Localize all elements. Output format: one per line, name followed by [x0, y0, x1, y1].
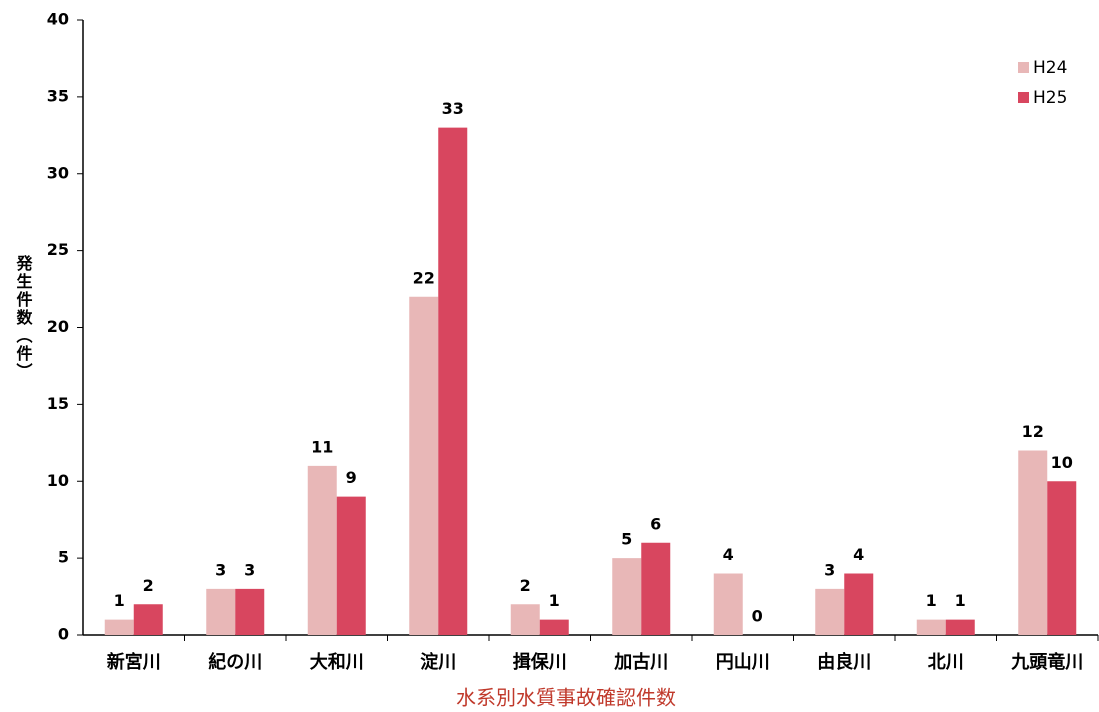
data-label: 4 [723, 545, 734, 564]
y-tick-label: 5 [58, 548, 69, 567]
bar [409, 296, 439, 635]
bar [206, 588, 236, 635]
bar [336, 496, 366, 635]
data-label: 9 [346, 468, 357, 487]
bar [104, 619, 134, 635]
x-tick-label: 九頭竜川 [1010, 651, 1083, 673]
y-tick-label: 20 [47, 317, 69, 336]
y-tick-label: 40 [47, 10, 69, 29]
x-tick-label: 由良川 [817, 651, 871, 673]
x-tick-label: 加古川 [613, 651, 668, 673]
data-label: 11 [311, 437, 333, 456]
y-tick-label: 10 [47, 471, 69, 490]
data-label: 2 [520, 576, 531, 595]
bar [713, 573, 743, 635]
x-tick-label: 大和川 [310, 651, 364, 673]
bar [235, 588, 265, 635]
bar [133, 604, 163, 635]
bar [1047, 481, 1077, 635]
bar [1018, 450, 1048, 635]
x-tick-label: 紀の川 [208, 651, 262, 673]
data-label: 22 [413, 268, 435, 287]
bar [641, 542, 671, 635]
legend-label: H25 [1033, 88, 1067, 108]
bar [438, 127, 468, 635]
bar [307, 465, 337, 635]
x-tick-label: 北川 [928, 652, 964, 673]
legend-swatch [1018, 92, 1029, 103]
data-label: 1 [955, 591, 966, 610]
x-tick-label: 淀川 [420, 651, 456, 673]
y-axis-label: 発生件数（件） [14, 254, 34, 381]
bar [612, 558, 642, 635]
y-tick-label: 25 [47, 240, 69, 259]
y-tick-label: 35 [47, 86, 69, 105]
data-label: 10 [1051, 453, 1073, 472]
bar [815, 588, 845, 635]
data-label: 12 [1022, 422, 1044, 441]
bar [945, 619, 975, 635]
bar [510, 604, 540, 635]
legend-label: H24 [1033, 58, 1067, 78]
bar [844, 573, 874, 635]
y-tick-label: 15 [47, 394, 69, 413]
legend-swatch [1018, 62, 1029, 73]
data-label: 1 [549, 591, 560, 610]
data-label: 5 [621, 530, 632, 549]
data-label: 0 [752, 607, 763, 626]
y-tick-label: 0 [58, 625, 69, 644]
y-tick-label: 30 [47, 163, 69, 182]
data-label: 4 [853, 545, 864, 564]
data-label: 6 [650, 514, 661, 533]
data-label: 3 [244, 560, 255, 579]
bar [916, 619, 946, 635]
data-label: 3 [824, 560, 835, 579]
x-tick-label: 新宮川 [107, 651, 161, 673]
data-label: 1 [114, 591, 125, 610]
bar [539, 619, 569, 635]
x-tick-label: 揖保川 [513, 651, 567, 673]
x-tick-label: 円山川 [716, 652, 770, 673]
data-label: 2 [143, 576, 154, 595]
data-label: 33 [442, 99, 464, 118]
data-label: 3 [215, 560, 226, 579]
data-label: 1 [926, 591, 937, 610]
chart-title: 水系別水質事故確認件数 [456, 686, 676, 710]
